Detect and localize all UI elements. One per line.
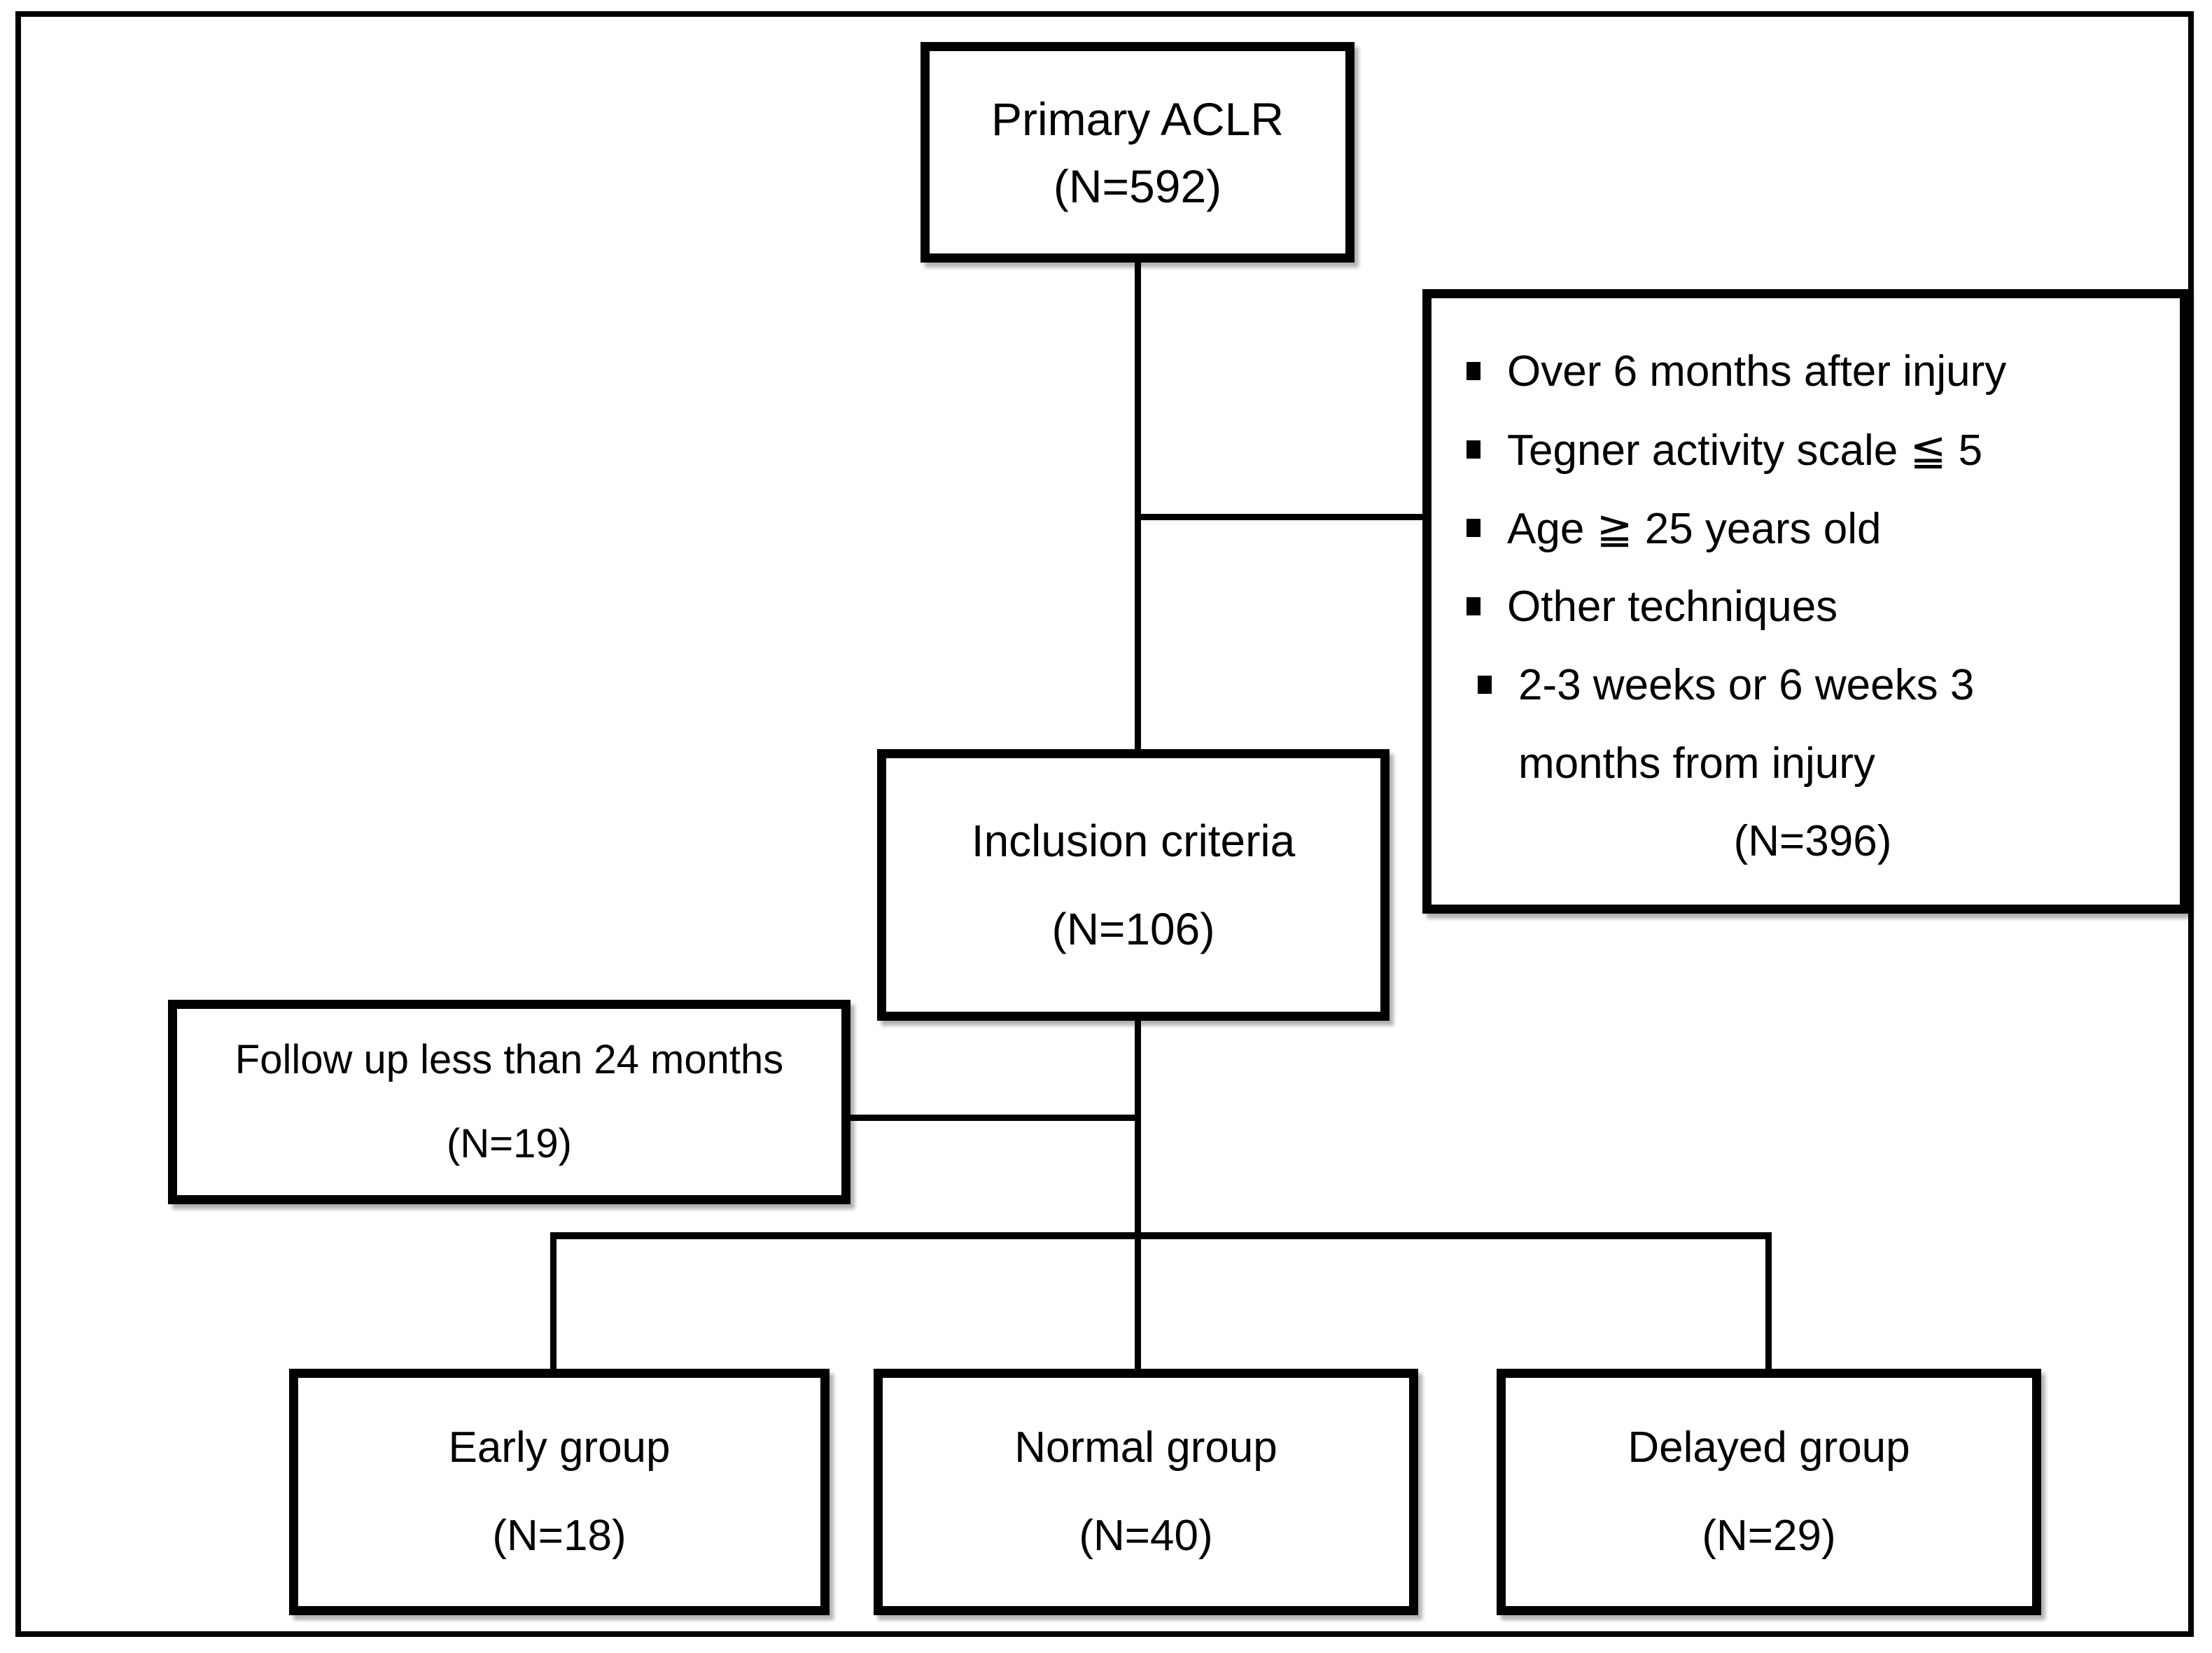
early-group-count: (N=18) bbox=[492, 1512, 626, 1560]
delayed-group-title: Delayed group bbox=[1628, 1423, 1910, 1472]
bullet-icon bbox=[1466, 362, 1480, 380]
normal-group-box: Normal group (N=40) bbox=[874, 1369, 1418, 1615]
exclusion-item: Tegner activity scale ≦ 5 bbox=[1466, 410, 2159, 489]
bullet-icon bbox=[1466, 519, 1480, 537]
delayed-group-box: Delayed group (N=29) bbox=[1497, 1369, 2041, 1615]
bullet-icon bbox=[1466, 597, 1480, 615]
exclusion-item-text: 2-3 weeks or 6 weeks 3 bbox=[1518, 660, 1975, 709]
connector-to-exclusion-box bbox=[1135, 514, 1425, 520]
exclusion-count: (N=396) bbox=[1733, 817, 1892, 865]
primary-aclr-count: (N=592) bbox=[1053, 160, 1222, 212]
inclusion-title: Inclusion criteria bbox=[971, 816, 1296, 866]
exclusion-item-text: Age ≧ 25 years old bbox=[1507, 504, 1882, 553]
followup-count: (N=19) bbox=[447, 1121, 572, 1166]
exclusion-item-text: Tegner activity scale ≦ 5 bbox=[1507, 426, 1983, 475]
exclusion-item: Age ≧ 25 years old bbox=[1466, 489, 2159, 567]
connector-inclusion-to-split bbox=[1135, 1019, 1141, 1372]
exclusion-item: Other techniques bbox=[1466, 567, 2159, 646]
early-group-box: Early group (N=18) bbox=[289, 1369, 830, 1615]
connector-to-delayed-group bbox=[1765, 1232, 1772, 1372]
connector-primary-to-inclusion bbox=[1135, 261, 1141, 751]
bullet-icon bbox=[1478, 676, 1492, 694]
primary-aclr-box: Primary ACLR (N=592) bbox=[920, 42, 1354, 263]
followup-exclusion-box: Follow up less than 24 months (N=19) bbox=[168, 1000, 850, 1204]
exclusion-item-text: Over 6 months after injury bbox=[1507, 347, 2007, 396]
connector-to-early-group bbox=[550, 1232, 556, 1372]
exclusion-item: 2-3 weeks or 6 weeks 3 bbox=[1478, 646, 2159, 724]
inclusion-criteria-box: Inclusion criteria (N=106) bbox=[877, 749, 1390, 1021]
primary-aclr-title: Primary ACLR bbox=[990, 92, 1284, 145]
delayed-group-count: (N=29) bbox=[1702, 1512, 1836, 1560]
exclusion-item: Over 6 months after injury bbox=[1466, 332, 2159, 410]
followup-title: Follow up less than 24 months bbox=[234, 1037, 784, 1082]
exclusion-item-text: Other techniques bbox=[1507, 582, 1838, 631]
connector-to-followup-box bbox=[849, 1115, 1138, 1121]
exclusion-criteria-box: Over 6 months after injury Tegner activi… bbox=[1422, 289, 2189, 914]
connector-group-split-bar bbox=[550, 1232, 1772, 1239]
exclusion-item-continuation: months from injury bbox=[1466, 724, 2159, 802]
normal-group-count: (N=40) bbox=[1079, 1512, 1213, 1560]
exclusion-item-text: months from injury bbox=[1518, 739, 1875, 788]
early-group-title: Early group bbox=[448, 1423, 671, 1472]
inclusion-count: (N=106) bbox=[1051, 904, 1215, 954]
bullet-icon bbox=[1466, 440, 1480, 459]
normal-group-title: Normal group bbox=[1014, 1423, 1278, 1472]
